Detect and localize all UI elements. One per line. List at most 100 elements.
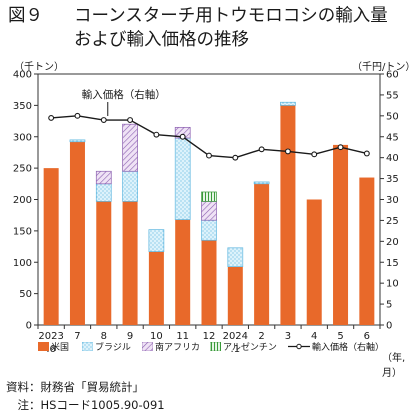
right-tick-label: 15 (386, 258, 399, 269)
legend-item-usa: 米国 (38, 340, 69, 353)
bar-usa (69, 141, 85, 325)
legend-item-brazil: ブラジル (82, 340, 131, 353)
hs-code-note: 注：HSコード1005.90-091 (6, 398, 165, 412)
x-tick-label: 7 (74, 331, 80, 342)
price-point (153, 131, 160, 138)
left-axis-unit: （千トン） (14, 62, 64, 73)
legend-item-south-africa: 南アフリカ (142, 340, 200, 353)
bar-south-africa (201, 201, 217, 221)
x-tick-label: 5 (337, 331, 343, 342)
bar-south-africa (122, 123, 138, 172)
legend-label-usa: 米国 (51, 343, 70, 353)
legend-item-argentina: アルゼンチン (210, 340, 277, 353)
bar-usa (227, 266, 243, 325)
bar-usa (306, 199, 322, 325)
legend-label-argentina: アルゼンチン (223, 343, 277, 353)
bar-south-africa (95, 170, 112, 185)
price-callout-label: 輸入価格（右軸） (82, 88, 166, 101)
x-tick-label: 8 (101, 331, 107, 342)
price-point (74, 112, 81, 119)
bar-brazil (174, 137, 191, 220)
left-tick-label: 400 (13, 70, 32, 81)
left-tick-label: 300 (13, 132, 32, 143)
price-point (337, 144, 344, 151)
right-tick-label: 30 (386, 195, 399, 206)
legend-swatch-south-africa (142, 342, 153, 351)
bar-usa (359, 177, 375, 325)
bar-usa (175, 219, 191, 325)
x-tick-label: 2023 (38, 331, 63, 342)
left-tick-label: 50 (19, 289, 32, 300)
bar-brazil (280, 101, 296, 106)
right-axis-unit: （千円/トン） (352, 62, 416, 73)
figure-number: 図９ (8, 6, 43, 26)
bar-usa (254, 183, 270, 325)
bars (43, 101, 375, 325)
right-tick-label: 20 (386, 237, 399, 248)
right-tick-label: 25 (386, 216, 399, 227)
left-tick-label: 350 (13, 101, 32, 112)
price-point (311, 151, 318, 158)
legend-swatch-price (288, 343, 310, 350)
price-point (284, 148, 291, 155)
bar-argentina (201, 191, 217, 202)
legend-item-price: 輸入価格（右軸） (288, 340, 384, 353)
bar-usa (201, 240, 217, 325)
footnotes: 資料：財務省「貿易統計」 注：HSコード1005.90-091 (6, 378, 165, 414)
legend-label-brazil: ブラジル (95, 343, 131, 353)
x-tick-label: 4 (311, 331, 317, 342)
right-tick-label: 55 (386, 90, 399, 101)
left-tick-label: 250 (13, 164, 32, 175)
bar-usa (43, 168, 59, 325)
bar-usa (280, 105, 296, 325)
price-point (48, 114, 55, 121)
right-tick-label: 40 (386, 153, 399, 164)
right-tick-label: 60 (386, 70, 399, 81)
price-point (179, 133, 186, 140)
right-tick-label: 45 (386, 132, 399, 143)
x-tick-label: 3 (285, 331, 291, 342)
right-tick-label: 35 (386, 174, 399, 185)
legend-swatch-usa (38, 342, 49, 351)
axes (34, 73, 384, 329)
bar-brazil (148, 229, 165, 252)
right-tick-label: 0 (386, 321, 392, 332)
legend-swatch-argentina (210, 342, 221, 351)
bar-brazil (122, 170, 138, 202)
x-tick-label: 11 (176, 331, 189, 342)
price-point (100, 117, 107, 123)
price-point (206, 152, 212, 159)
price-line (48, 102, 370, 161)
x-tick-label: .1 (231, 344, 241, 355)
x-tick-label: 12 (203, 331, 216, 342)
left-tick-label: 0 (26, 321, 32, 332)
right-tick-label: 10 (386, 279, 399, 290)
x-axis-unit: （年,月） (382, 353, 406, 379)
price-point (127, 117, 134, 123)
x-tick-label: 6 (364, 331, 370, 342)
x-tick-label: 2024 (223, 331, 248, 342)
left-tick-label: 100 (13, 258, 32, 269)
price-line-path (51, 115, 368, 159)
legend-swatch-brazil (82, 342, 93, 351)
bar-usa (333, 144, 349, 325)
title-line-2: および輸入価格の推移 (74, 30, 249, 50)
right-tick-label: 5 (386, 300, 392, 311)
legend-label-south-africa: 南アフリカ (155, 343, 201, 353)
chart-title: 図９ コーンスターチ用トウモロコシの輸入量 および輸入価格の推移 (8, 4, 388, 52)
left-tick-label: 200 (13, 195, 32, 206)
legend-label-price: 輸入価格（右軸） (312, 343, 385, 353)
tick-labels: 0501001502002503003504000510152025303540… (13, 70, 399, 356)
x-tick-label: 10 (150, 331, 163, 342)
x-tick-label: 9 (127, 331, 133, 342)
bar-usa (96, 201, 112, 325)
bar-brazil (227, 247, 244, 267)
left-tick-label: 150 (13, 226, 32, 237)
bar-brazil (201, 219, 217, 241)
bar-brazil (253, 181, 270, 185)
price-point (232, 154, 239, 161)
x-tick-label: .6 (46, 344, 56, 355)
price-point (363, 150, 370, 157)
bar-usa (122, 201, 138, 325)
